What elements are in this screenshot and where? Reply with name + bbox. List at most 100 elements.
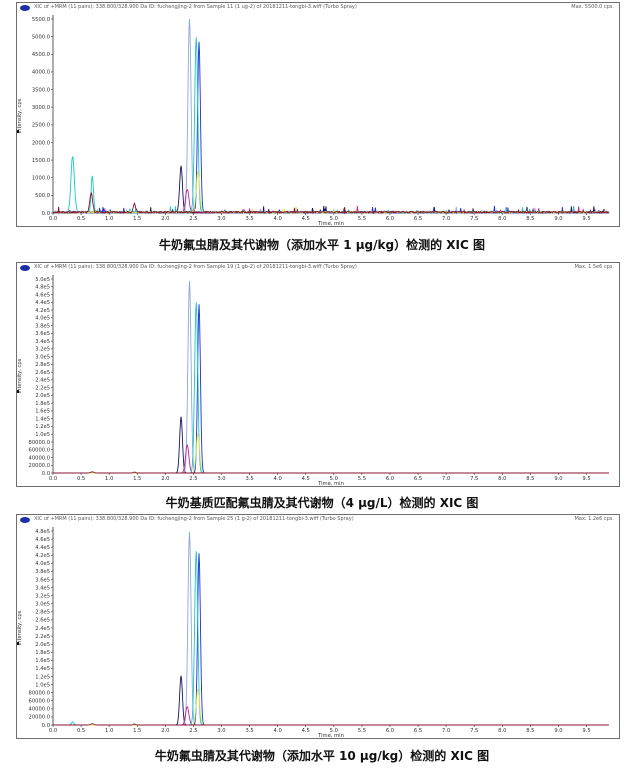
y-axis-label: Intensity, cps	[17, 610, 23, 645]
x-tick-label: 3.0	[217, 216, 225, 222]
x-tick-label: 2.5	[189, 728, 197, 734]
chromatogram-plot-1: 0.0 500.0 1000.0 1500.0 2000.0 2500.0 3000.0 35…	[17, 15, 610, 227]
caption-1: 牛奶氟虫腈及其代谢物（添加水平 1 μg/kg）检测的 XIC 图	[159, 238, 485, 252]
x-tick-label: 1.5	[133, 476, 141, 482]
x-tick-label: 5.0	[330, 216, 338, 222]
panel-header-1: XIC of +MRM (11 pairs): 338.800/328.900 …	[20, 4, 616, 13]
x-tick-label: 1.0	[105, 216, 113, 222]
y-tick-label: 3500.0	[32, 87, 50, 93]
x-tick-label: 9.5	[582, 216, 590, 222]
y-tick-label: 60000.0	[29, 448, 50, 454]
y-tick-label: 1000.0	[32, 176, 50, 182]
y-tick-label: 2000.0	[32, 140, 50, 146]
y-tick-label: 1.0e5	[35, 682, 50, 688]
series-line	[53, 302, 609, 474]
x-tick-label: 7.0	[442, 216, 450, 222]
series-line	[53, 687, 609, 726]
series-line	[53, 723, 609, 726]
y-tick-label: 4.2e5	[35, 553, 50, 559]
y-tick-label: 2.4e5	[35, 626, 50, 632]
x-tick-label: 4.0	[274, 216, 282, 222]
series-line	[52, 18, 610, 215]
x-tick-label: 5.0	[330, 728, 338, 734]
series-line	[53, 675, 609, 726]
series-line	[52, 37, 610, 215]
x-tick-label: 8.5	[526, 216, 534, 222]
series-line	[52, 191, 610, 215]
x-tick-label: 1.0	[105, 728, 113, 734]
y-tick-label: 4.4e5	[35, 300, 50, 306]
series-line	[53, 551, 609, 726]
x-tick-label: 3.5	[245, 476, 253, 482]
y-tick-label: 2.4e5	[35, 378, 50, 384]
x-tick-label: 6.5	[414, 216, 422, 222]
y-tick-label: 3.8e5	[35, 323, 50, 329]
y-tick-label: 2.0e5	[35, 642, 50, 648]
x-tick-label: 3.5	[245, 728, 253, 734]
y-tick-label: 4.0e5	[35, 316, 50, 322]
y-tick-label: 1.4e5	[35, 416, 50, 422]
y-tick-label: 3.0e5	[35, 354, 50, 360]
chromatogram-panel-2: XIC of +MRM (11 pairs): 338.800/328.900 …	[16, 262, 620, 487]
x-tick-label: 9.0	[554, 216, 562, 222]
y-tick-label: 4.4e5	[35, 545, 50, 551]
series-line	[53, 531, 609, 726]
series-line	[53, 553, 609, 726]
x-tick-label: 9.5	[582, 728, 590, 734]
x-tick-label: 1.0	[105, 476, 113, 482]
y-tick-label: 0.0	[42, 471, 50, 477]
chromatogram-panel-1: XIC of +MRM (11 pairs): 338.800/328.900 …	[16, 2, 620, 227]
x-tick-label: 5.0	[330, 476, 338, 482]
panel-header-2: XIC of +MRM (11 pairs): 338.800/328.900 …	[20, 264, 616, 273]
x-tick-label: 8.5	[526, 728, 534, 734]
y-tick-label: 2.6e5	[35, 618, 50, 624]
y-tick-label: 2.8e5	[35, 610, 50, 616]
y-tick-label: 5000.0	[32, 34, 50, 40]
x-tick-label: 1.5	[133, 728, 141, 734]
y-tick-label: 4.8e5	[35, 529, 50, 535]
y-tick-label: 1.8e5	[35, 401, 50, 407]
y-tick-label: 1.6e5	[35, 658, 50, 664]
y-tick-label: 3.0e5	[35, 602, 50, 608]
panel-header-text-3: XIC of +MRM (11 pairs): 338.800/328.900 …	[34, 516, 354, 522]
y-axis-label: Intensity, cps	[17, 358, 23, 393]
y-tick-label: 4.2e5	[35, 308, 50, 314]
y-tick-label: 2.6e5	[35, 370, 50, 376]
x-tick-label: 6.5	[414, 476, 422, 482]
x-tick-label: 4.0	[274, 728, 282, 734]
y-tick-label: 3.2e5	[35, 593, 50, 599]
x-tick-label: 4.5	[302, 216, 310, 222]
chromatogram-panel-3: XIC of +MRM (11 pairs): 338.800/328.900 …	[16, 514, 620, 739]
x-tick-label: 9.0	[554, 476, 562, 482]
x-tick-label: 8.0	[498, 476, 506, 482]
y-tick-label: 40000.0	[29, 707, 50, 713]
x-tick-label: 3.0	[217, 476, 225, 482]
x-tick-label: 9.0	[554, 728, 562, 734]
x-tick-label: 6.0	[386, 476, 394, 482]
y-axis-label: Intensity, cps	[17, 98, 23, 133]
y-tick-label: 3.6e5	[35, 577, 50, 583]
panel-max-label-1: Max. 5500.0 cps.	[571, 4, 614, 10]
x-tick-label: 5.5	[358, 476, 366, 482]
x-tick-label: 5.5	[358, 728, 366, 734]
y-tick-label: 3.4e5	[35, 585, 50, 591]
y-tick-label: 2.0e5	[35, 393, 50, 399]
y-tick-label: 80000.0	[29, 690, 50, 696]
x-tick-label: 7.5	[470, 728, 478, 734]
x-tick-label: 0.0	[49, 216, 57, 222]
x-tick-label: 7.0	[442, 476, 450, 482]
y-tick-label: 3000.0	[32, 105, 50, 111]
y-tick-label: 2500.0	[32, 123, 50, 129]
axis-marker	[17, 390, 19, 393]
series-line	[52, 165, 610, 215]
series-line	[53, 432, 609, 474]
y-tick-label: 1.2e5	[35, 674, 50, 680]
y-tick-label: 3.4e5	[35, 339, 50, 345]
y-tick-label: 2.2e5	[35, 385, 50, 391]
x-tick-label: 2.0	[161, 728, 169, 734]
y-tick-label: 1.0e5	[35, 432, 50, 438]
x-tick-label: 6.5	[414, 728, 422, 734]
x-tick-label: 2.0	[161, 476, 169, 482]
series-line	[53, 443, 609, 474]
x-tick-label: 7.5	[470, 476, 478, 482]
